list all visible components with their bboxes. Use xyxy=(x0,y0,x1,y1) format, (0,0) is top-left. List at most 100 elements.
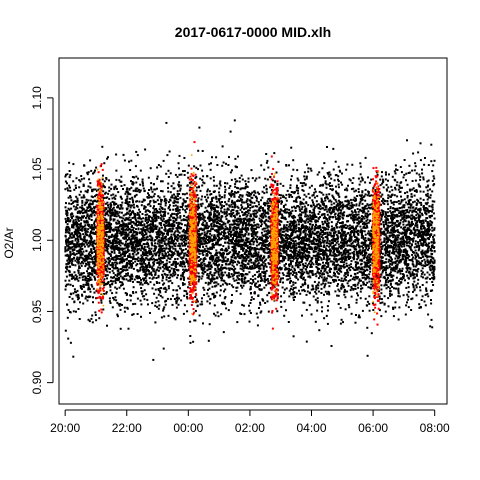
data-point xyxy=(217,283,220,286)
data-point xyxy=(315,234,318,237)
data-point xyxy=(400,199,403,202)
data-point xyxy=(160,199,163,201)
data-point xyxy=(209,268,212,271)
data-point xyxy=(296,177,299,180)
data-point xyxy=(157,288,160,290)
data-point xyxy=(279,212,282,215)
data-point xyxy=(283,211,286,214)
data-point xyxy=(154,200,157,203)
data-point xyxy=(207,276,210,279)
data-point xyxy=(324,269,327,272)
data-point xyxy=(104,202,107,205)
data-point xyxy=(317,244,320,247)
data-point xyxy=(77,218,80,221)
data-point xyxy=(388,221,391,224)
data-point xyxy=(320,229,322,231)
data-point xyxy=(93,291,96,294)
data-point xyxy=(421,295,424,298)
data-point xyxy=(169,219,172,222)
data-point xyxy=(181,230,184,233)
data-point xyxy=(304,281,306,284)
data-point xyxy=(69,219,72,222)
data-point xyxy=(210,207,212,209)
data-point xyxy=(349,228,352,231)
data-point xyxy=(323,215,326,218)
data-point xyxy=(196,256,199,259)
data-point xyxy=(344,296,347,299)
data-point xyxy=(317,256,320,259)
data-point xyxy=(220,207,223,210)
data-point xyxy=(357,188,360,191)
data-point xyxy=(113,215,116,217)
data-point xyxy=(361,178,364,180)
data-point xyxy=(160,224,163,227)
data-point xyxy=(380,223,383,226)
data-point xyxy=(382,244,385,247)
data-point xyxy=(92,287,95,290)
data-point xyxy=(154,188,157,191)
data-point xyxy=(210,193,213,195)
data-point xyxy=(157,266,160,269)
data-point xyxy=(319,205,322,208)
data-point xyxy=(332,196,335,199)
data-point xyxy=(335,206,338,209)
data-point xyxy=(289,220,292,223)
data-point xyxy=(379,178,382,181)
data-point xyxy=(391,258,393,261)
data-point xyxy=(134,247,136,250)
data-point xyxy=(253,292,256,295)
data-point xyxy=(133,246,135,249)
data-point xyxy=(179,252,182,255)
data-point xyxy=(323,284,326,287)
data-point xyxy=(219,203,222,206)
data-point xyxy=(263,192,266,195)
data-point xyxy=(74,228,77,231)
data-point xyxy=(152,257,155,260)
data-point xyxy=(311,270,314,272)
data-point xyxy=(425,290,428,292)
data-point xyxy=(148,247,151,250)
data-point xyxy=(93,214,96,217)
data-point xyxy=(399,240,402,243)
data-point xyxy=(92,242,95,245)
data-point xyxy=(336,202,339,205)
data-point xyxy=(269,186,272,189)
data-point xyxy=(128,216,131,219)
data-point xyxy=(140,260,143,263)
data-point xyxy=(187,205,190,208)
data-point xyxy=(213,190,216,193)
data-point xyxy=(126,248,129,251)
data-point xyxy=(314,205,317,208)
data-point xyxy=(262,215,265,218)
data-point xyxy=(132,292,135,295)
data-point xyxy=(230,259,233,262)
data-point xyxy=(278,248,281,251)
data-point xyxy=(299,292,302,295)
data-point xyxy=(166,229,169,232)
data-point xyxy=(302,202,305,205)
data-point xyxy=(242,228,245,231)
data-point xyxy=(82,272,85,274)
data-point xyxy=(108,197,111,200)
data-point xyxy=(391,275,394,278)
data-point xyxy=(227,247,230,250)
data-point xyxy=(214,271,217,274)
data-point xyxy=(146,235,149,238)
data-point xyxy=(213,277,216,280)
data-point xyxy=(104,214,107,217)
data-point xyxy=(328,269,331,272)
data-point xyxy=(139,283,142,286)
data-point xyxy=(136,313,139,315)
data-point xyxy=(157,195,160,198)
data-point xyxy=(410,193,413,196)
data-point xyxy=(176,237,179,240)
data-point xyxy=(429,194,432,197)
data-point xyxy=(169,254,172,257)
data-point xyxy=(363,250,366,253)
data-point xyxy=(295,230,298,233)
data-point xyxy=(158,290,161,292)
data-point xyxy=(364,207,367,210)
data-point xyxy=(92,301,94,304)
data-point xyxy=(413,231,416,234)
data-point xyxy=(85,259,88,262)
